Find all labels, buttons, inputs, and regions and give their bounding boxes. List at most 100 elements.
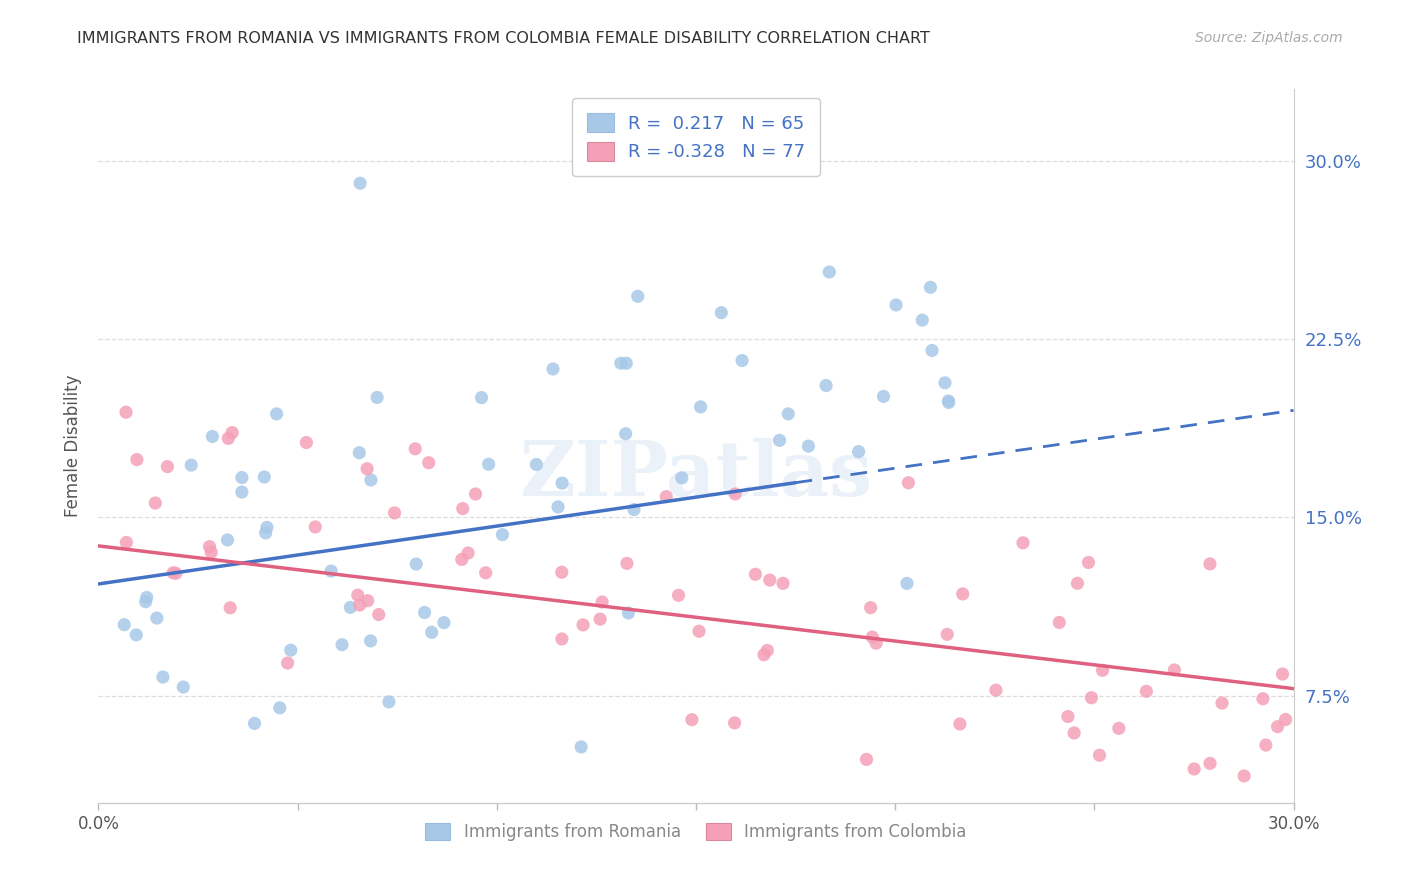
Point — [464, 487, 486, 501]
Point — [357, 593, 380, 607]
Text: ZIPatlas: ZIPatlas — [519, 438, 873, 511]
Point — [855, 752, 877, 766]
Point — [143, 496, 166, 510]
Point — [420, 625, 443, 640]
Point — [614, 356, 637, 370]
Point — [526, 458, 548, 472]
Point — [418, 456, 440, 470]
Point — [984, 683, 1007, 698]
Point — [231, 470, 253, 484]
Point — [254, 525, 277, 540]
Point — [1182, 762, 1205, 776]
Point — [551, 565, 574, 579]
Legend: Immigrants from Romania, Immigrants from Colombia: Immigrants from Romania, Immigrants from… — [419, 816, 973, 848]
Text: Source: ZipAtlas.com: Source: ZipAtlas.com — [1195, 31, 1343, 45]
Point — [346, 588, 368, 602]
Point — [135, 591, 157, 605]
Point — [277, 656, 299, 670]
Point — [1066, 576, 1088, 591]
Point — [180, 458, 202, 472]
Point — [859, 600, 882, 615]
Point — [569, 739, 592, 754]
Point — [474, 566, 496, 580]
Point — [541, 362, 564, 376]
Point — [616, 557, 638, 571]
Point — [198, 540, 221, 554]
Point — [349, 446, 371, 460]
Point — [295, 435, 318, 450]
Point — [655, 490, 678, 504]
Point — [1211, 696, 1233, 710]
Point — [156, 459, 179, 474]
Point — [200, 545, 222, 559]
Point — [681, 713, 703, 727]
Point — [752, 648, 775, 662]
Point — [949, 717, 972, 731]
Point — [253, 470, 276, 484]
Point — [938, 394, 960, 409]
Point — [378, 695, 401, 709]
Point — [627, 289, 650, 303]
Point — [1267, 720, 1289, 734]
Point — [367, 607, 389, 622]
Point — [572, 618, 595, 632]
Point — [1163, 663, 1185, 677]
Point — [219, 600, 242, 615]
Point — [1091, 663, 1114, 677]
Point — [125, 452, 148, 467]
Point — [1108, 722, 1130, 736]
Point — [668, 588, 690, 602]
Point — [1077, 556, 1099, 570]
Point — [451, 501, 474, 516]
Point — [384, 506, 406, 520]
Point — [865, 636, 887, 650]
Point — [772, 576, 794, 591]
Point — [266, 407, 288, 421]
Point — [304, 520, 326, 534]
Point — [911, 313, 934, 327]
Point — [457, 546, 479, 560]
Point — [256, 520, 278, 534]
Point — [623, 502, 645, 516]
Point — [321, 564, 343, 578]
Point — [617, 606, 640, 620]
Point — [759, 573, 782, 587]
Point — [1199, 557, 1222, 571]
Point — [1012, 536, 1035, 550]
Point — [884, 298, 907, 312]
Point — [162, 566, 184, 580]
Point — [231, 485, 253, 500]
Point — [1047, 615, 1070, 630]
Point — [217, 431, 239, 445]
Point — [710, 306, 733, 320]
Point — [125, 628, 148, 642]
Y-axis label: Female Disability: Female Disability — [63, 375, 82, 517]
Point — [349, 598, 371, 612]
Point — [356, 462, 378, 476]
Point — [135, 595, 157, 609]
Point — [470, 391, 492, 405]
Point — [115, 535, 138, 549]
Point — [1199, 756, 1222, 771]
Point — [952, 587, 974, 601]
Point — [744, 567, 766, 582]
Point — [689, 400, 711, 414]
Point — [1080, 690, 1102, 705]
Point — [201, 429, 224, 443]
Point — [152, 670, 174, 684]
Point — [404, 442, 426, 456]
Point — [165, 566, 187, 581]
Point — [934, 376, 956, 390]
Point — [1135, 684, 1157, 698]
Point — [724, 487, 747, 501]
Point — [671, 471, 693, 485]
Point — [872, 389, 894, 403]
Point — [938, 395, 960, 409]
Point — [848, 444, 870, 458]
Point — [112, 617, 135, 632]
Point — [896, 576, 918, 591]
Point — [1244, 803, 1267, 817]
Point — [547, 500, 569, 514]
Point — [688, 624, 710, 639]
Point — [1063, 726, 1085, 740]
